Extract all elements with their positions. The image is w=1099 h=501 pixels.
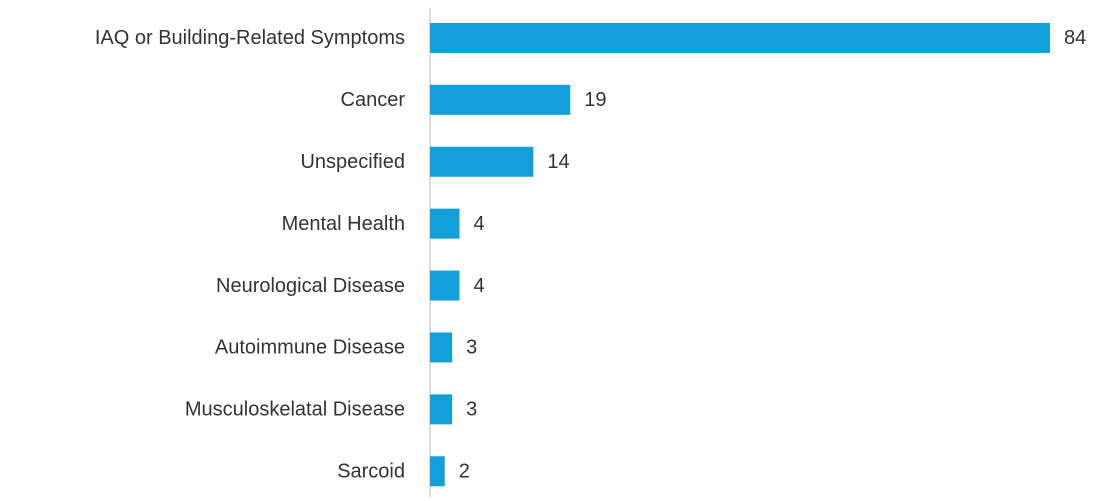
category-label: Autoimmune Disease	[215, 337, 405, 359]
category-label: Cancer	[341, 89, 406, 111]
bar	[430, 208, 460, 239]
category-label: Sarcoid	[337, 461, 405, 483]
bar	[430, 456, 445, 487]
data-label: 2	[459, 461, 470, 483]
data-label: 4	[474, 213, 485, 235]
category-label: Neurological Disease	[216, 275, 405, 297]
data-label: 4	[474, 275, 485, 297]
data-label: 3	[466, 399, 477, 421]
data-label: 3	[466, 337, 477, 359]
bar	[430, 332, 453, 363]
bar	[430, 146, 534, 177]
bar	[430, 270, 460, 301]
data-label: 19	[584, 89, 606, 111]
category-label: Musculoskelatal Disease	[185, 399, 405, 421]
bar	[430, 394, 453, 425]
data-label: 84	[1064, 27, 1086, 49]
category-label: Unspecified	[300, 151, 405, 173]
category-label: Mental Health	[282, 213, 405, 235]
bar	[430, 84, 571, 115]
data-label: 14	[547, 151, 569, 173]
bar	[430, 22, 1050, 53]
category-label: IAQ or Building-Related Symptoms	[95, 27, 405, 49]
